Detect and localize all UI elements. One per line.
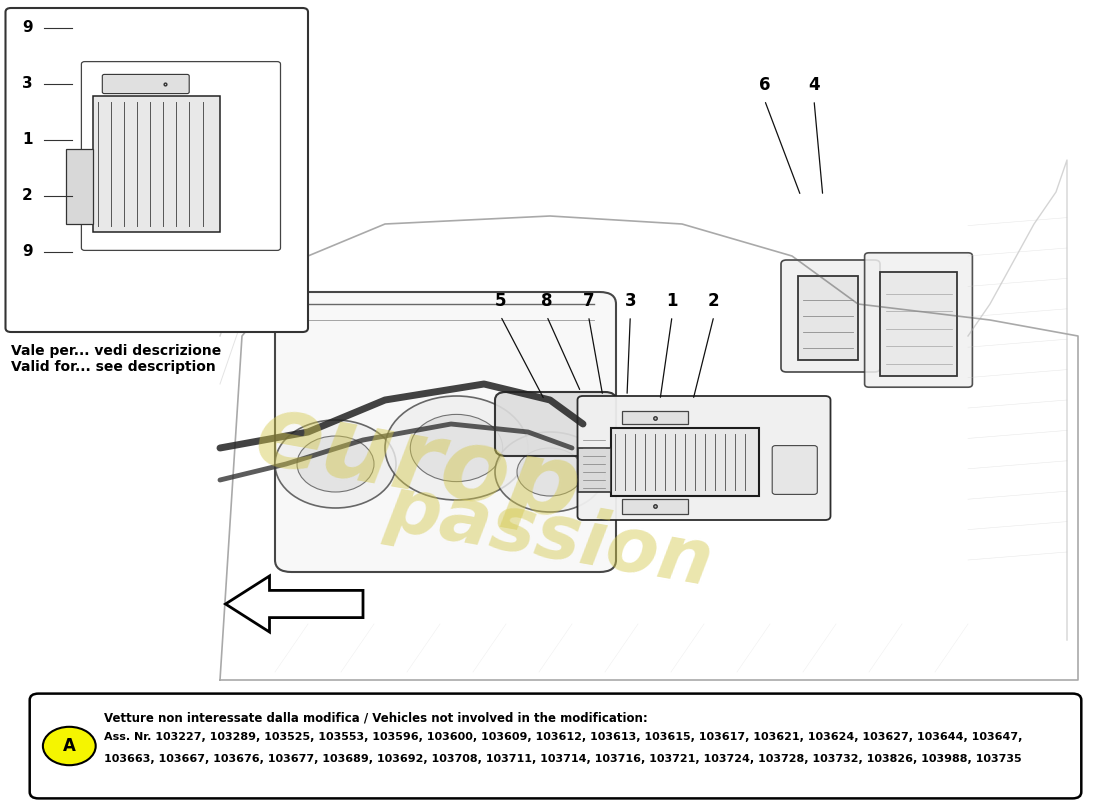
- Circle shape: [495, 432, 605, 512]
- Text: 103663, 103667, 103676, 103677, 103689, 103692, 103708, 103711, 103714, 103716, : 103663, 103667, 103676, 103677, 103689, …: [104, 754, 1022, 765]
- Text: 5: 5: [495, 292, 506, 310]
- Bar: [578, 448, 610, 492]
- Text: A: A: [63, 737, 76, 755]
- FancyBboxPatch shape: [578, 396, 830, 520]
- Text: Vale per... vedi descrizione
Valid for... see description: Vale per... vedi descrizione Valid for..…: [11, 344, 221, 374]
- Text: 9: 9: [22, 21, 33, 35]
- Text: 3: 3: [625, 292, 636, 310]
- Text: 2: 2: [708, 292, 719, 310]
- Bar: [66, 149, 94, 224]
- Bar: [880, 272, 957, 376]
- Text: 4: 4: [808, 76, 820, 94]
- FancyBboxPatch shape: [772, 446, 817, 494]
- FancyBboxPatch shape: [275, 292, 616, 572]
- Circle shape: [385, 396, 528, 500]
- Text: 2: 2: [22, 189, 33, 203]
- Text: 6: 6: [759, 76, 770, 94]
- FancyBboxPatch shape: [781, 260, 880, 372]
- Text: Vetture non interessate dalla modifica / Vehicles not involved in the modificati: Vetture non interessate dalla modifica /…: [104, 711, 648, 724]
- Circle shape: [43, 726, 96, 765]
- Bar: [621, 411, 688, 424]
- Polygon shape: [226, 576, 363, 632]
- FancyBboxPatch shape: [30, 694, 1081, 798]
- Circle shape: [410, 414, 503, 482]
- Bar: [798, 276, 858, 360]
- Text: 1: 1: [22, 133, 33, 147]
- Text: 8: 8: [541, 292, 552, 310]
- Text: 7: 7: [583, 292, 594, 310]
- Text: 9: 9: [22, 245, 33, 259]
- Circle shape: [517, 448, 583, 496]
- FancyBboxPatch shape: [6, 8, 308, 332]
- Circle shape: [297, 436, 374, 492]
- Text: 1: 1: [667, 292, 678, 310]
- Circle shape: [275, 420, 396, 508]
- Text: Ass. Nr. 103227, 103289, 103525, 103553, 103596, 103600, 103609, 103612, 103613,: Ass. Nr. 103227, 103289, 103525, 103553,…: [104, 732, 1023, 742]
- FancyBboxPatch shape: [102, 74, 189, 94]
- Bar: [610, 428, 759, 496]
- Bar: [621, 499, 688, 514]
- FancyBboxPatch shape: [495, 392, 616, 456]
- FancyBboxPatch shape: [865, 253, 972, 387]
- Text: 3: 3: [22, 77, 33, 91]
- Text: europ: europ: [248, 388, 588, 540]
- Text: passion: passion: [381, 471, 719, 601]
- Bar: [94, 96, 220, 232]
